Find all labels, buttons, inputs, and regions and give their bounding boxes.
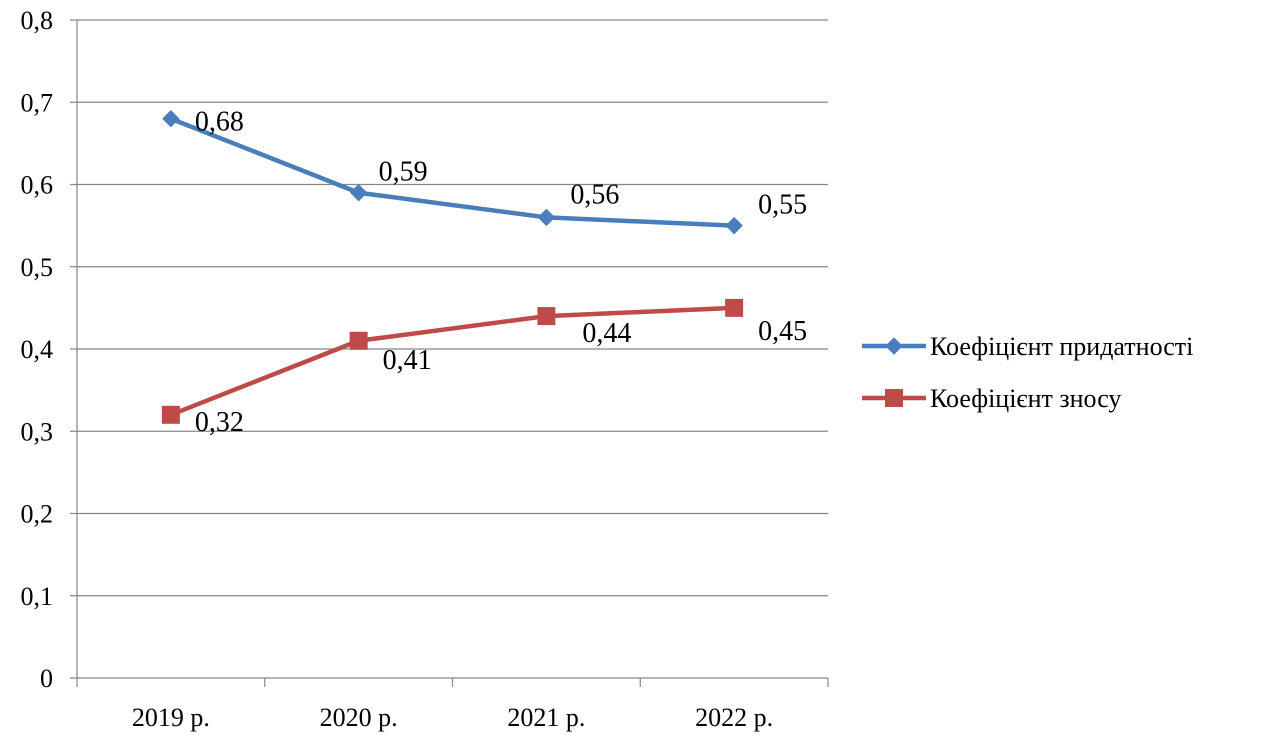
x-tick-label: 2019 р. xyxy=(132,703,210,732)
y-tick-label: 0,5 xyxy=(21,253,54,282)
legend-item: Коефіцієнт придатності xyxy=(862,332,1193,361)
square-marker xyxy=(537,307,556,326)
series xyxy=(161,109,744,424)
legend-label: Коефіцієнт придатності xyxy=(930,332,1193,361)
data-label: 0,32 xyxy=(195,407,244,438)
y-tick-label: 0,2 xyxy=(21,500,54,529)
axes: 0 0,1 0,2 0,3 0,4 0,5 0,6 0,7 0,8 2019 р. 2020 р. 2… xyxy=(21,6,829,732)
x-tick-label: 2020 р. xyxy=(320,703,398,732)
data-label: 0,45 xyxy=(758,316,807,347)
legend-item: Коефіцієнт зносу xyxy=(862,384,1121,413)
y-tick-label: 0,1 xyxy=(21,582,54,611)
y-tick-label: 0,4 xyxy=(21,335,54,364)
data-label: 0,68 xyxy=(195,107,244,138)
square-marker xyxy=(725,298,744,317)
x-tick-label: 2022 р. xyxy=(695,703,773,732)
y-tick-label: 0 xyxy=(40,664,53,693)
x-tick-label: 2021 р. xyxy=(507,703,585,732)
diamond-marker xyxy=(725,216,743,235)
diamond-marker xyxy=(162,109,180,128)
diamond-marker xyxy=(537,208,556,227)
data-label: 0,41 xyxy=(383,345,432,376)
y-tick-label: 0,7 xyxy=(21,88,54,117)
data-labels: 0,68 0,59 0,56 0,55 0,32 0,41 0,44 0,45 xyxy=(195,107,807,438)
series-line xyxy=(168,116,737,228)
data-label: 0,59 xyxy=(379,157,428,188)
series-line xyxy=(168,305,737,418)
legend-diamond-marker xyxy=(885,337,903,355)
square-marker xyxy=(349,331,368,350)
legend: Коефіцієнт придатності Коефіцієнт зносу xyxy=(862,332,1193,413)
diamond-marker xyxy=(349,184,368,202)
data-label: 0,56 xyxy=(570,179,619,210)
data-label: 0,55 xyxy=(758,190,807,221)
data-label: 0,44 xyxy=(582,318,631,349)
legend-label: Коефіцієнт зносу xyxy=(930,384,1121,413)
y-tick-label: 0,3 xyxy=(21,417,54,446)
legend-square-marker xyxy=(885,389,903,407)
gridlines xyxy=(77,19,828,597)
square-marker xyxy=(161,405,180,424)
y-tick-label: 0,6 xyxy=(21,171,54,200)
y-tick-label: 0,8 xyxy=(21,6,54,35)
